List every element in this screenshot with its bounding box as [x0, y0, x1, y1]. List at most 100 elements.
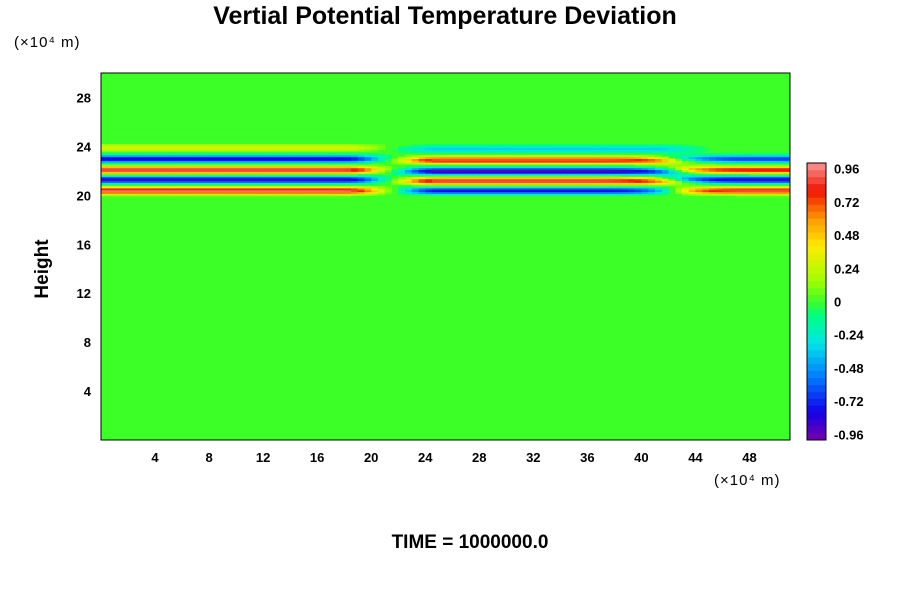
- field-cell: [486, 149, 494, 152]
- field-cell: [607, 149, 615, 152]
- field-cell: [398, 176, 406, 180]
- field-cell: [553, 147, 561, 150]
- field-cell: [702, 154, 710, 158]
- field-cell: [756, 191, 764, 194]
- field-cell: [506, 171, 514, 174]
- field-cell: [350, 180, 359, 183]
- field-cell: [621, 158, 629, 161]
- field-cell: [519, 175, 527, 178]
- field-cell: [675, 162, 683, 165]
- field-cell: [364, 191, 372, 194]
- field-cell: [681, 187, 690, 191]
- field-cell: [675, 147, 683, 150]
- field-cell: [141, 178, 149, 182]
- field-cell: [749, 156, 757, 160]
- field-cell: [364, 153, 372, 156]
- field-cell: [742, 187, 750, 191]
- field-cell: [492, 154, 500, 158]
- field-cell: [729, 171, 737, 174]
- field-cell: [486, 167, 494, 171]
- field-cell: [594, 145, 602, 149]
- field-cell: [580, 189, 588, 193]
- field-cell: [614, 151, 622, 154]
- field-cell: [107, 187, 115, 191]
- field-cell: [229, 147, 237, 150]
- field-cell: [310, 173, 318, 176]
- field-cell: [215, 191, 223, 194]
- field-cell: [560, 175, 568, 178]
- field-cell: [546, 182, 554, 185]
- field-cell: [526, 162, 534, 165]
- field-cell: [681, 173, 690, 176]
- field-cell: [148, 165, 156, 169]
- field-cell: [702, 191, 710, 194]
- colorbar-segment: [807, 266, 826, 275]
- field-cell: [594, 191, 602, 194]
- field-cell: [459, 191, 467, 194]
- field-cell: [411, 154, 419, 158]
- field-cell: [695, 184, 703, 187]
- field-cell: [533, 176, 541, 180]
- field-cell: [364, 156, 372, 160]
- field-cell: [479, 171, 487, 174]
- field-cell: [587, 156, 595, 160]
- field-cell: [290, 162, 298, 165]
- field-cell: [182, 175, 190, 178]
- field-cell: [607, 165, 615, 169]
- field-cell: [364, 165, 372, 169]
- field-cell: [398, 187, 406, 191]
- field-cell: [209, 164, 217, 167]
- field-cell: [654, 182, 663, 185]
- field-cell: [553, 165, 561, 169]
- field-cell: [242, 186, 250, 189]
- field-cell: [519, 173, 527, 176]
- field-cell: [323, 187, 332, 191]
- field-cell: [317, 158, 325, 161]
- field-cell: [330, 143, 338, 147]
- field-cell: [431, 158, 440, 161]
- field-cell: [148, 143, 156, 147]
- field-cell: [654, 189, 663, 193]
- field-cell: [580, 167, 588, 171]
- field-cell: [594, 167, 602, 171]
- field-cell: [459, 143, 467, 147]
- field-cell: [101, 178, 109, 182]
- field-cell: [506, 176, 514, 180]
- colorbar-tick-label: 0.72: [834, 195, 859, 210]
- field-cell: [128, 162, 136, 165]
- field-cell: [175, 180, 183, 183]
- field-cell: [546, 147, 554, 150]
- field-cell: [269, 153, 278, 156]
- field-cell: [587, 162, 595, 165]
- field-cell: [357, 167, 365, 171]
- field-cell: [769, 153, 777, 156]
- field-cell: [519, 158, 527, 161]
- field-cell: [668, 151, 676, 154]
- field-cell: [404, 165, 413, 169]
- field-cell: [492, 145, 500, 149]
- field-cell: [479, 151, 487, 154]
- field-cell: [371, 187, 379, 191]
- field-cell: [371, 156, 379, 160]
- field-cell: [337, 167, 345, 171]
- field-cell: [553, 178, 561, 182]
- field-cell: [357, 164, 365, 167]
- field-cell: [459, 169, 467, 172]
- field-cell: [101, 153, 109, 156]
- field-cell: [431, 186, 440, 189]
- field-cell: [742, 169, 750, 172]
- field-cell: [128, 182, 136, 185]
- field-cell: [202, 193, 210, 196]
- field-cell: [398, 180, 406, 183]
- field-cell: [229, 145, 237, 149]
- field-cell: [452, 182, 460, 185]
- field-cell: [735, 156, 744, 160]
- field-cell: [776, 182, 784, 185]
- field-cell: [560, 173, 568, 176]
- field-cell: [148, 187, 156, 191]
- field-cell: [634, 191, 642, 194]
- field-cell: [303, 187, 311, 191]
- field-cell: [188, 193, 196, 196]
- field-cell: [377, 158, 386, 161]
- field-cell: [540, 154, 548, 158]
